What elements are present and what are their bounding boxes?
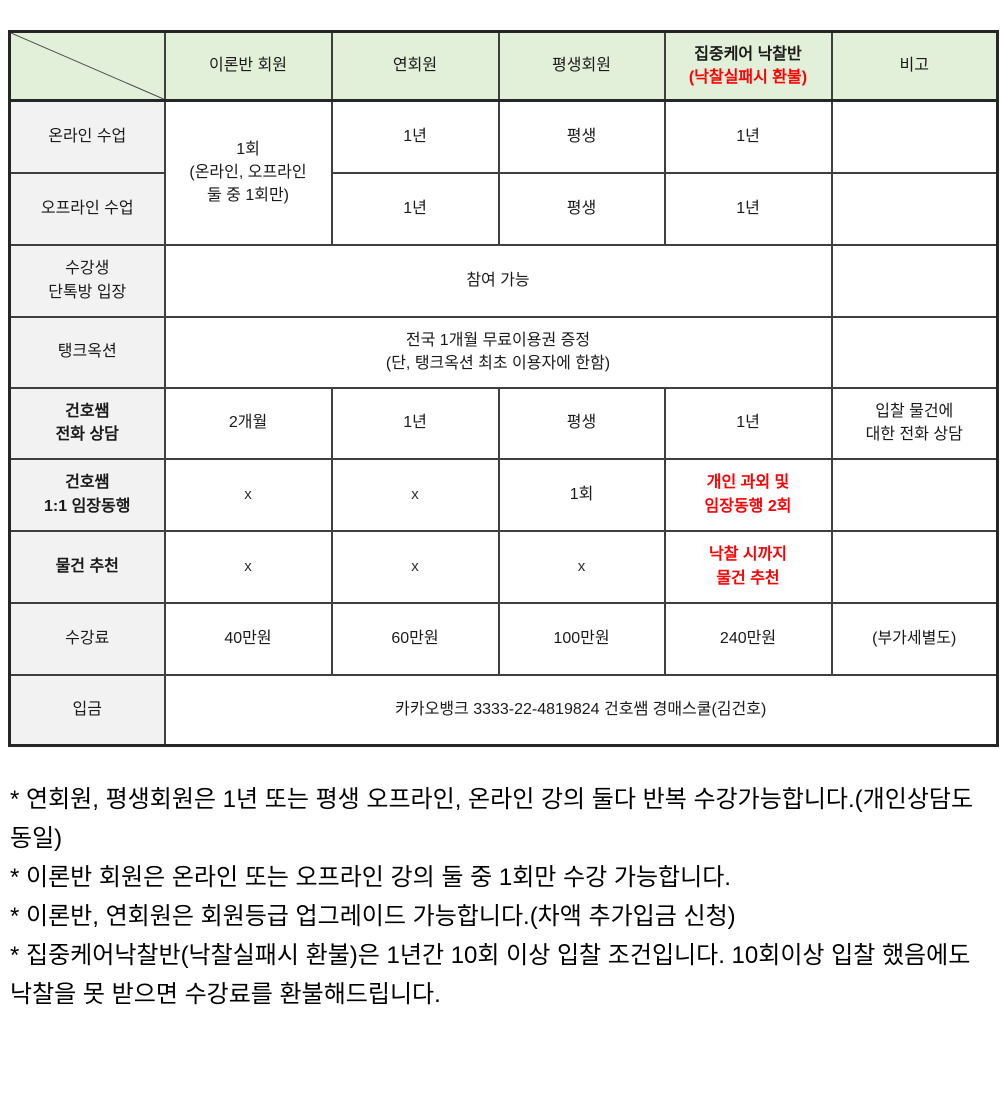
cell-offline-note bbox=[830, 171, 999, 246]
row-label-deposit: 입금 bbox=[8, 673, 166, 747]
cell-phone-note: 입찰 물건에 대한 전화 상담 bbox=[830, 386, 999, 460]
care-column-title: 집중케어 낙찰반 bbox=[694, 45, 802, 63]
row-label-phone-consult: 건호쌤 전화 상담 bbox=[8, 386, 166, 460]
row-deposit: 입금 카카오뱅크 3333-22-4819824 건호쌤 경매스쿨(김건호) bbox=[8, 673, 999, 747]
row-label-group-chat: 수강생 단톡방 입장 bbox=[8, 243, 166, 318]
cell-visit-note bbox=[830, 457, 999, 532]
cell-online-annual: 1년 bbox=[330, 99, 500, 174]
cell-visit-lifetime: 1회 bbox=[497, 457, 666, 532]
footnotes: * 연회원, 평생회원은 1년 또는 평생 오프라인, 온라인 강의 둘다 반복… bbox=[10, 780, 992, 1014]
header-row: 이론반 회원 연회원 평생회원 집중케어 낙찰반 (낙찰실패시 환불) 비고 bbox=[8, 30, 999, 102]
cell-visit-care: 개인 과외 및 임장동행 2회 bbox=[663, 457, 833, 532]
cell-fee-care: 240만원 bbox=[663, 601, 833, 676]
cell-visit-annual: x bbox=[330, 457, 500, 532]
row-offline-class: 오프라인 수업 1년 평생 1년 bbox=[8, 171, 999, 246]
cell-offline-care: 1년 bbox=[663, 171, 833, 246]
row-label-item-recommend: 물건 추천 bbox=[8, 529, 166, 604]
row-tank-auction: 탱크옥션 전국 1개월 무료이용권 증정 (단, 탱크옥션 최초 이용자에 한함… bbox=[8, 315, 999, 389]
cell-online-offline-theory-merged: 1회 (온라인, 오프라인 둘 중 1회만) bbox=[163, 99, 333, 246]
cell-tank-auction-note bbox=[830, 315, 999, 389]
cell-phone-annual: 1년 bbox=[330, 386, 500, 460]
footnote-1: * 연회원, 평생회원은 1년 또는 평생 오프라인, 온라인 강의 둘다 반복… bbox=[10, 786, 974, 852]
row-label-tank-auction: 탱크옥션 bbox=[8, 315, 166, 389]
cell-offline-annual: 1년 bbox=[330, 171, 500, 246]
row-label-offline: 오프라인 수업 bbox=[8, 171, 166, 246]
cell-fee-note: (부가세별도) bbox=[830, 601, 999, 676]
cell-fee-theory: 40만원 bbox=[163, 601, 333, 676]
cell-deposit-merged: 카카오뱅크 3333-22-4819824 건호쌤 경매스쿨(김건호) bbox=[163, 673, 999, 747]
row-item-recommend: 물건 추천 x x x 낙찰 시까지 물건 추천 bbox=[8, 529, 999, 604]
row-label-tuition: 수강료 bbox=[8, 601, 166, 676]
cell-recommend-note bbox=[830, 529, 999, 604]
pricing-table: 이론반 회원 연회원 평생회원 집중케어 낙찰반 (낙찰실패시 환불) 비고 온… bbox=[8, 30, 999, 747]
cell-group-chat-note bbox=[830, 243, 999, 318]
row-label-site-visit: 건호쌤 1:1 임장동행 bbox=[8, 457, 166, 532]
column-header-theory: 이론반 회원 bbox=[163, 30, 333, 102]
footnote-3: * 이론반, 연회원은 회원등급 업그레이드 가능합니다.(차액 추가입금 신청… bbox=[10, 903, 736, 930]
cell-phone-lifetime: 평생 bbox=[497, 386, 666, 460]
cell-recommend-lifetime: x bbox=[497, 529, 666, 604]
row-label-online: 온라인 수업 bbox=[8, 99, 166, 174]
cell-recommend-annual: x bbox=[330, 529, 500, 604]
cell-online-care: 1년 bbox=[663, 99, 833, 174]
cell-recommend-care: 낙찰 시까지 물건 추천 bbox=[663, 529, 833, 604]
row-tuition: 수강료 40만원 60만원 100만원 240만원 (부가세별도) bbox=[8, 601, 999, 676]
footnote-2: * 이론반 회원은 온라인 또는 오프라인 강의 둘 중 1회만 수강 가능합니… bbox=[10, 864, 731, 891]
column-header-annual: 연회원 bbox=[330, 30, 500, 102]
row-online-class: 온라인 수업 1회 (온라인, 오프라인 둘 중 1회만) 1년 평생 1년 bbox=[8, 99, 999, 246]
cell-group-chat-merged: 참여 가능 bbox=[163, 243, 833, 318]
cell-online-note bbox=[830, 99, 999, 174]
cell-phone-care: 1년 bbox=[663, 386, 833, 460]
cell-phone-theory: 2개월 bbox=[163, 386, 333, 460]
cell-online-lifetime: 평생 bbox=[497, 99, 666, 174]
row-site-visit: 건호쌤 1:1 임장동행 x x 1회 개인 과외 및 임장동행 2회 bbox=[8, 457, 999, 532]
cell-recommend-theory: x bbox=[163, 529, 333, 604]
row-phone-consult: 건호쌤 전화 상담 2개월 1년 평생 1년 입찰 물건에 대한 전화 상담 bbox=[8, 386, 999, 460]
cell-offline-lifetime: 평생 bbox=[497, 171, 666, 246]
row-group-chat: 수강생 단톡방 입장 참여 가능 bbox=[8, 243, 999, 318]
diagonal-line-icon bbox=[11, 33, 164, 99]
cell-fee-lifetime: 100만원 bbox=[497, 601, 666, 676]
column-header-note: 비고 bbox=[830, 30, 999, 102]
footnote-4: * 집중케어낙찰반(낙찰실패시 환불)은 1년간 10회 이상 입찰 조건입니다… bbox=[10, 942, 971, 1008]
column-header-care: 집중케어 낙찰반 (낙찰실패시 환불) bbox=[663, 30, 833, 102]
cell-visit-theory: x bbox=[163, 457, 333, 532]
cell-tank-auction-merged: 전국 1개월 무료이용권 증정 (단, 탱크옥션 최초 이용자에 한함) bbox=[163, 315, 833, 389]
column-header-lifetime: 평생회원 bbox=[497, 30, 666, 102]
corner-cell bbox=[8, 30, 166, 102]
care-column-subtitle: (낙찰실패시 환불) bbox=[688, 69, 808, 86]
cell-fee-annual: 60만원 bbox=[330, 601, 500, 676]
